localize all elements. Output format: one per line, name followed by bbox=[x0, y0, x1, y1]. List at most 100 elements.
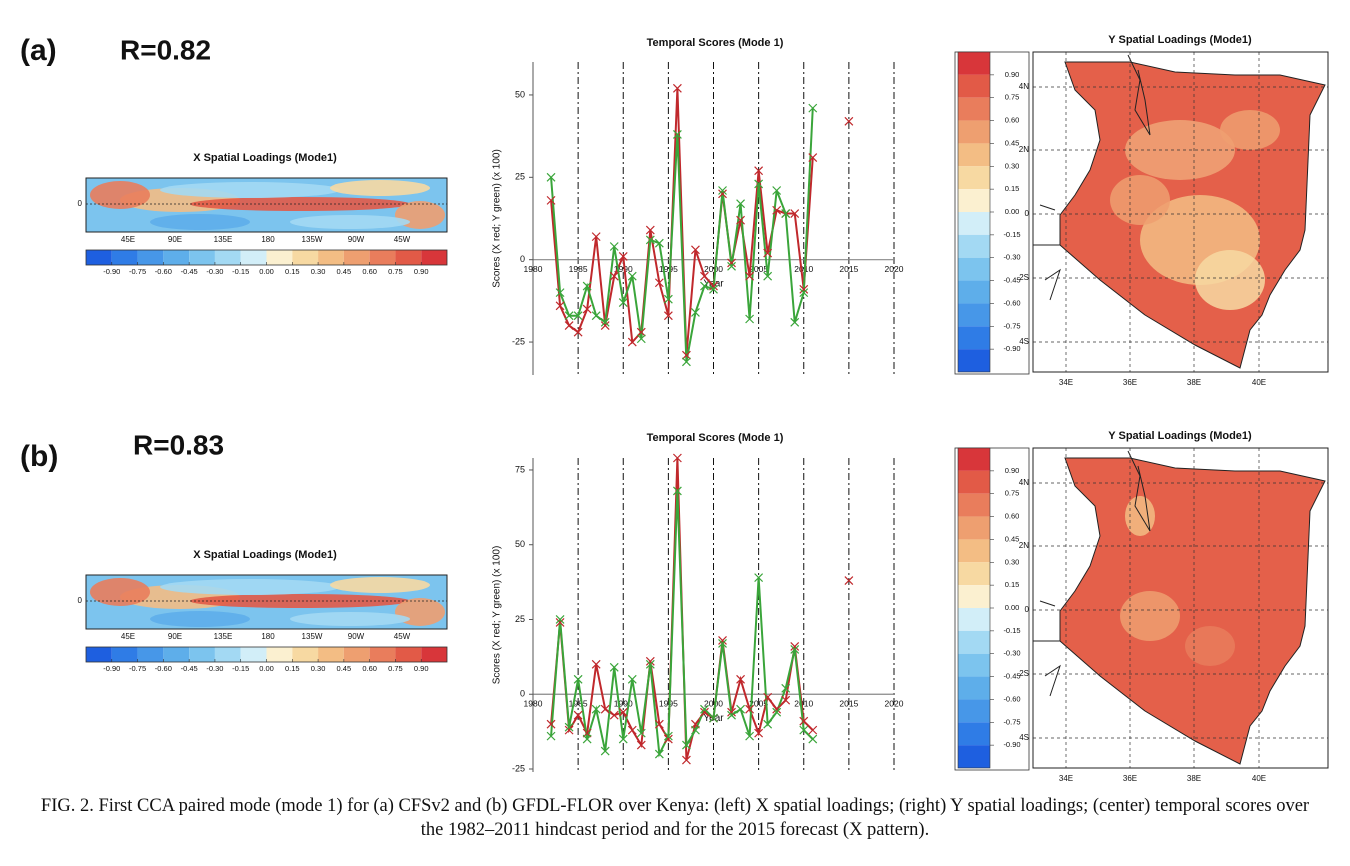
map-frame bbox=[1032, 447, 1329, 769]
colorbar-cell bbox=[958, 562, 990, 586]
score-marker bbox=[645, 235, 655, 245]
colorbar-cell bbox=[240, 250, 267, 265]
score-marker bbox=[645, 659, 655, 669]
colorbar-cell bbox=[958, 303, 990, 327]
lon-label: 40E bbox=[1252, 378, 1266, 387]
lon-label: 180 bbox=[261, 235, 275, 244]
colorbar-cell bbox=[958, 326, 990, 350]
map-pattern bbox=[330, 577, 430, 593]
colorbar-cell bbox=[958, 493, 990, 517]
lon-label: 38E bbox=[1187, 378, 1201, 387]
colorbar-cell bbox=[266, 647, 293, 662]
colorbar-cell bbox=[958, 585, 990, 608]
colorbar-label: 0.45 bbox=[1005, 138, 1020, 147]
colorbar-cell bbox=[958, 516, 990, 540]
x-tick-label: 1980 bbox=[524, 264, 543, 274]
score-marker bbox=[745, 314, 755, 324]
colorbar-cell bbox=[137, 647, 164, 662]
score-marker bbox=[754, 179, 764, 189]
x-tick-label: 2000 bbox=[704, 264, 723, 274]
colorbar-cell bbox=[958, 722, 990, 746]
x-tick-label: 1990 bbox=[614, 264, 633, 274]
colorbar-label: 0.60 bbox=[362, 267, 377, 276]
colorbar-cell bbox=[421, 647, 447, 662]
colorbar-cell bbox=[214, 250, 241, 265]
score-marker bbox=[663, 731, 673, 741]
score-marker bbox=[582, 304, 592, 314]
colorbar-label: -0.60 bbox=[155, 267, 172, 276]
colorbar-cell bbox=[958, 349, 990, 372]
score-marker bbox=[627, 337, 637, 347]
x-tick-label: 1995 bbox=[659, 698, 678, 708]
colorbar-label: 0.60 bbox=[1005, 116, 1020, 125]
colorbar-label: 0.90 bbox=[1005, 70, 1020, 79]
score-marker bbox=[736, 199, 745, 209]
colorbar-label: -0.45 bbox=[181, 664, 198, 673]
colorbar-label: 0.00 bbox=[1005, 603, 1020, 612]
x-tick-label: 2010 bbox=[794, 698, 813, 708]
colorbar-cell bbox=[266, 250, 293, 265]
lake-outline bbox=[1127, 54, 1151, 136]
colorbar-cell bbox=[958, 143, 990, 167]
colorbar-label: 0.90 bbox=[414, 664, 429, 673]
score-marker bbox=[754, 573, 764, 583]
colorbar-cell bbox=[395, 250, 422, 265]
score-marker bbox=[799, 716, 809, 726]
colorbar-cell bbox=[163, 647, 190, 662]
lon-label: 45W bbox=[394, 235, 411, 244]
colorbar-label: 0.30 bbox=[1005, 557, 1020, 566]
colorbar-cell bbox=[958, 280, 990, 304]
score-marker bbox=[672, 453, 682, 463]
colorbar-label: 0.30 bbox=[1005, 161, 1020, 170]
colorbar-label: -0.45 bbox=[1003, 276, 1020, 285]
x-tick-label: 2020 bbox=[885, 698, 904, 708]
score-marker bbox=[799, 284, 809, 294]
score-marker bbox=[636, 334, 646, 344]
score-marker bbox=[727, 261, 736, 271]
score-marker bbox=[763, 719, 773, 729]
colorbar-label: 0.15 bbox=[285, 267, 300, 276]
forecast-marker bbox=[844, 576, 854, 586]
colorbar-cell bbox=[86, 647, 112, 662]
score-marker bbox=[682, 755, 691, 765]
lon-label: 38E bbox=[1187, 774, 1201, 783]
coastline bbox=[1033, 600, 1061, 697]
score-marker bbox=[790, 641, 800, 651]
colorbar-label: 0.75 bbox=[388, 664, 403, 673]
score-marker bbox=[654, 238, 664, 248]
score-marker bbox=[600, 704, 610, 714]
colorbar-label: 0.15 bbox=[1005, 580, 1020, 589]
score-marker bbox=[718, 189, 727, 199]
colorbar-label: 0.90 bbox=[1005, 466, 1020, 475]
colorbar-label: 0.45 bbox=[337, 267, 352, 276]
score-marker bbox=[591, 659, 601, 669]
colorbar-label: -0.75 bbox=[1003, 321, 1020, 330]
lat-label: 0 bbox=[1025, 605, 1030, 614]
map-pattern bbox=[1185, 626, 1235, 666]
colorbar-cell bbox=[292, 250, 319, 265]
colorbar-cell bbox=[189, 647, 215, 662]
colorbar-label: 0.45 bbox=[337, 664, 352, 673]
x-tick-label: 1985 bbox=[569, 698, 588, 708]
score-marker bbox=[772, 707, 782, 717]
score-marker bbox=[564, 725, 574, 735]
score-marker bbox=[718, 638, 727, 648]
lon-label: 90E bbox=[168, 235, 182, 244]
score-marker bbox=[636, 327, 646, 337]
colorbar-cell bbox=[421, 250, 447, 265]
map-pattern bbox=[90, 181, 150, 209]
lon-label: 90W bbox=[348, 632, 365, 641]
map-pattern bbox=[1125, 496, 1155, 536]
map-pattern bbox=[160, 182, 340, 198]
map-pattern bbox=[1220, 110, 1280, 150]
colorbar-cell bbox=[86, 250, 112, 265]
score-marker bbox=[709, 281, 718, 291]
colorbar-cell bbox=[214, 647, 241, 662]
score-marker bbox=[663, 311, 673, 321]
score-marker bbox=[555, 288, 565, 298]
colorbar-label: -0.90 bbox=[1003, 740, 1020, 749]
score-marker bbox=[781, 209, 791, 218]
colorbar-cell bbox=[958, 74, 990, 98]
score-marker bbox=[709, 284, 718, 294]
